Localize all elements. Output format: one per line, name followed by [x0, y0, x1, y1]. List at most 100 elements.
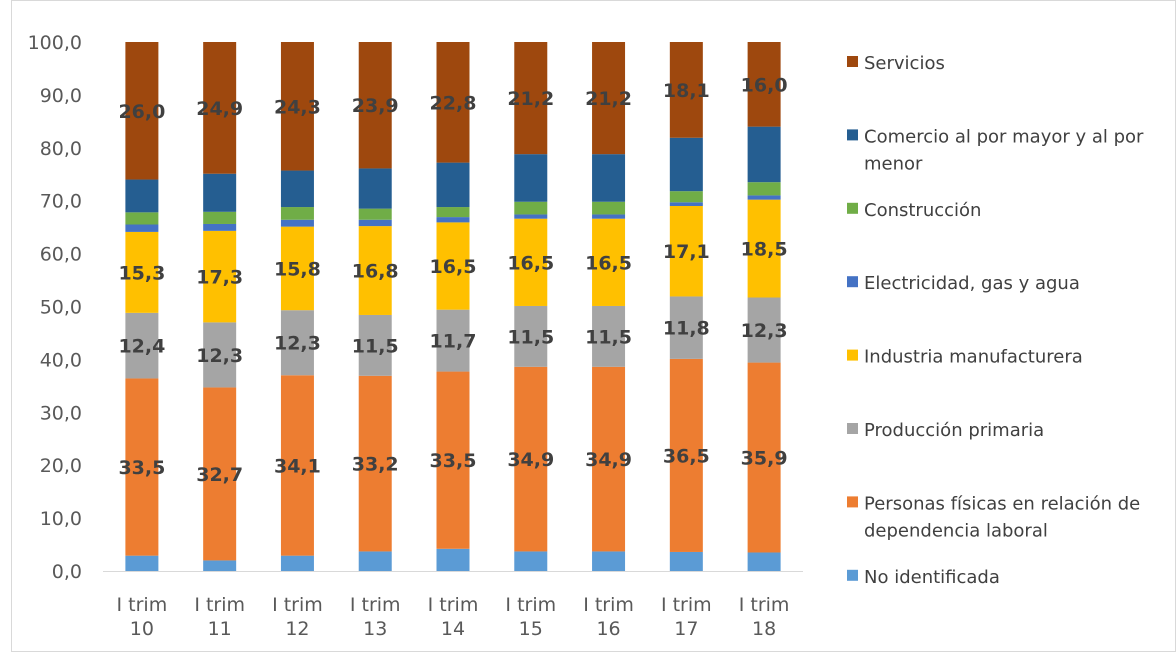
- data-label: 16,5: [585, 252, 632, 274]
- bar-segment: [514, 366, 548, 552]
- data-label: 35,9: [741, 448, 788, 470]
- data-label: 16,5: [507, 252, 554, 274]
- data-label: 18,5: [741, 239, 788, 261]
- x-tick-label: I trim 18: [739, 594, 790, 640]
- bar-segment: [514, 305, 548, 367]
- data-label: 15,3: [118, 262, 165, 284]
- data-label: 32,7: [196, 464, 243, 486]
- bar-segment: [125, 312, 159, 379]
- data-label: 16,0: [741, 74, 788, 96]
- y-tick-label: 60,0: [40, 244, 82, 266]
- data-label: 33,5: [430, 450, 477, 472]
- bar-segment: [203, 322, 237, 388]
- bar-segment: [280, 375, 314, 556]
- bar-segment: [125, 42, 159, 180]
- bar-segment: [747, 552, 781, 571]
- bar-segment: [592, 154, 626, 202]
- data-label: 16,8: [352, 261, 399, 283]
- data-label: 34,1: [274, 455, 321, 477]
- bar-segment: [747, 199, 781, 298]
- legend-item: Producción primaria: [847, 420, 1044, 441]
- data-label: 12,3: [196, 345, 243, 367]
- data-label: 17,3: [196, 267, 243, 289]
- bar-segment: [514, 214, 548, 219]
- bar-segment: [125, 224, 159, 232]
- bar-segment: [358, 219, 392, 227]
- data-label: 36,5: [663, 445, 710, 467]
- bar-segment: [436, 217, 470, 223]
- bar-segment: [592, 201, 626, 215]
- bar-segment: [514, 218, 548, 306]
- bar-segment: [203, 230, 237, 323]
- data-label: 12,4: [118, 336, 165, 358]
- data-label: 24,9: [196, 98, 243, 120]
- bar-segment: [669, 191, 703, 203]
- bar-segment: [592, 305, 626, 367]
- x-axis: I trim 10 I trim 11 I trim 12 I trim 13 I trim 14…: [103, 571, 803, 640]
- y-tick-label: 20,0: [40, 455, 82, 477]
- x-tick-label: I trim 12: [272, 594, 323, 640]
- data-label: 11,5: [507, 326, 554, 348]
- bar-segment: [125, 231, 159, 313]
- bar-segment: [436, 309, 470, 372]
- bar-segment: [592, 218, 626, 306]
- legend-label: Construcción: [864, 200, 981, 221]
- bar-segment: [436, 162, 470, 208]
- bar-segment: [514, 154, 548, 202]
- legend-label: Industria manufacturera: [864, 347, 1083, 368]
- bar-segment: [436, 42, 470, 163]
- bar-segment: [203, 42, 237, 174]
- bar-segment: [125, 179, 159, 213]
- bar-segment: [514, 42, 548, 155]
- bar-segment: [436, 548, 470, 571]
- legend-item: Servicios: [847, 53, 945, 74]
- bar-segment: [747, 195, 781, 200]
- bar-segment: [669, 551, 703, 571]
- data-label: 23,9: [352, 95, 399, 117]
- bar-segment: [358, 42, 392, 169]
- data-label: 33,5: [118, 457, 165, 479]
- bar-segment: [358, 314, 392, 376]
- bar-segment: [203, 223, 237, 231]
- data-label: 11,5: [585, 326, 632, 348]
- y-tick-label: 90,0: [40, 85, 82, 107]
- bar-segment: [203, 387, 237, 561]
- bar-segment: [669, 205, 703, 297]
- data-label: 34,9: [507, 449, 554, 471]
- bar-segment: [747, 126, 781, 183]
- bar-segment: [358, 375, 392, 552]
- legend: Servicios Comercio al por mayor y al por m…: [847, 53, 1144, 588]
- legend-swatch: [847, 56, 858, 67]
- data-label: 11,5: [352, 335, 399, 357]
- bar-segment: [280, 207, 314, 220]
- bar-segment: [203, 173, 237, 212]
- data-label: 11,8: [663, 318, 710, 340]
- legend-item: Construcción: [847, 200, 981, 221]
- bar-segment: [358, 208, 392, 220]
- legend-item: Electricidad, gas y agua: [847, 273, 1080, 294]
- bar-segment: [125, 378, 159, 556]
- bar-segment: [747, 362, 781, 553]
- y-tick-label: 50,0: [40, 297, 82, 319]
- legend-swatch: [847, 129, 858, 141]
- legend-swatch: [847, 276, 858, 288]
- x-tick-label: I trim 11: [194, 594, 245, 640]
- data-label: 17,1: [663, 241, 710, 263]
- data-label: 18,1: [663, 80, 710, 102]
- x-tick-label: I trim 15: [505, 594, 556, 640]
- legend-label: Personas físicas en relación de dependenc…: [864, 493, 1140, 541]
- bar-segment: [436, 222, 470, 310]
- legend-item: No identificada: [847, 567, 1000, 588]
- data-labels: 33,5 12,4 15,3 26,0 32,7 12,3 17,3 24,9 34,1 12,3…: [118, 74, 787, 486]
- data-label: 15,8: [274, 258, 321, 280]
- data-label: 21,2: [585, 88, 632, 110]
- data-label: 12,3: [274, 333, 321, 355]
- y-tick-label: 80,0: [40, 138, 82, 160]
- bar-segment: [592, 366, 626, 552]
- y-axis: 0,0 10,0 20,0 30,0 40,0 50,0 60,0 70,0 80,0 90,0 1…: [28, 32, 82, 583]
- bar-segment: [280, 555, 314, 571]
- bar-segment: [358, 551, 392, 571]
- y-tick-label: 10,0: [40, 508, 82, 530]
